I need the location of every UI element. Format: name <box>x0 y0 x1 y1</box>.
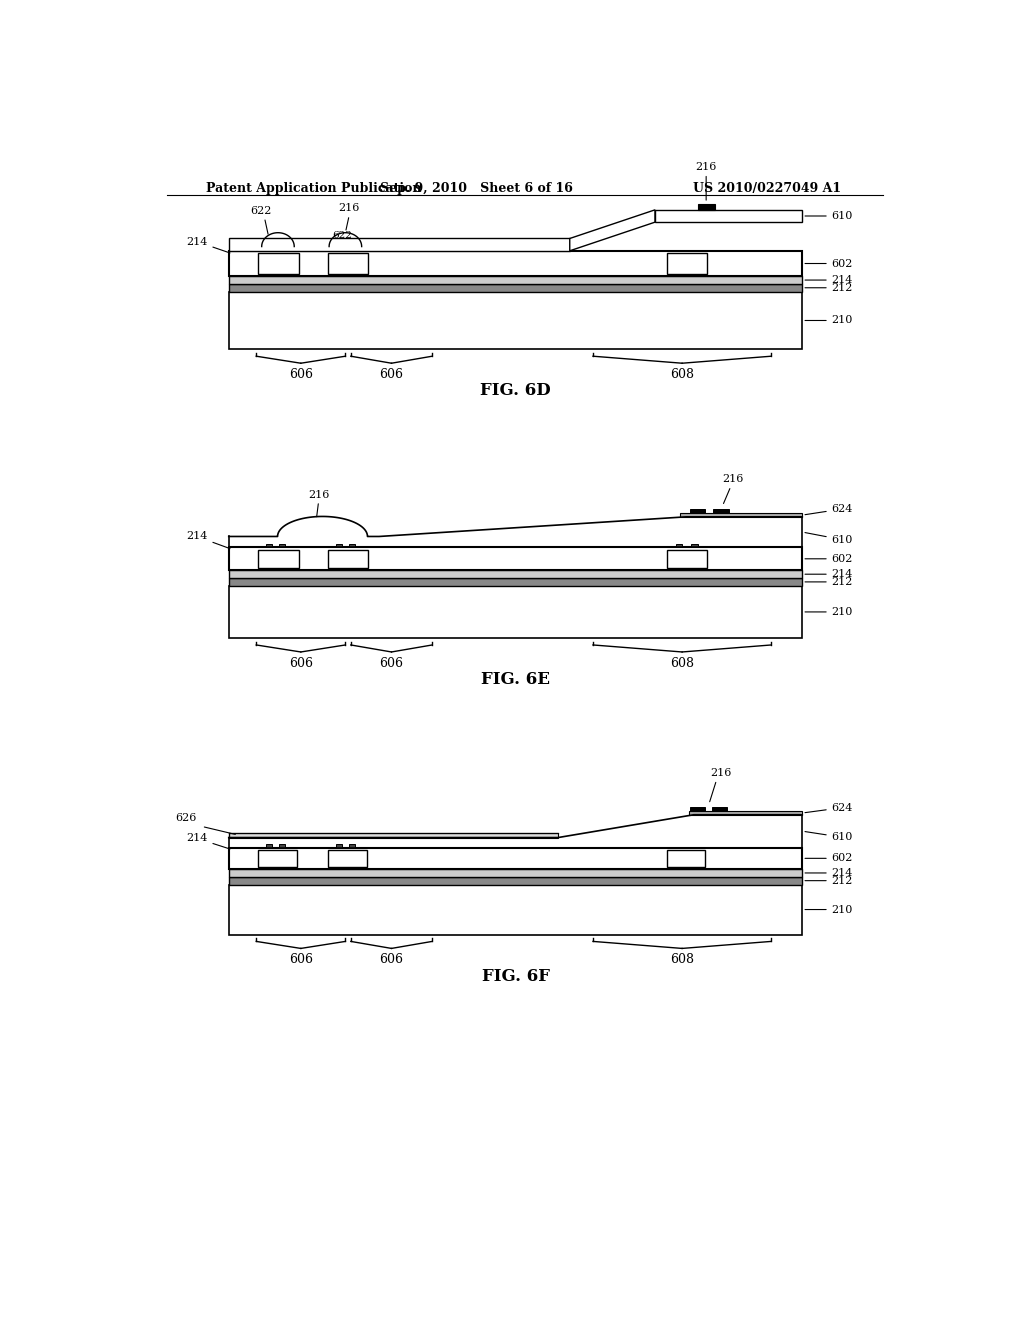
Text: FIG. 6E: FIG. 6E <box>481 671 550 688</box>
Text: 608: 608 <box>670 656 694 669</box>
Bar <box>691 544 697 548</box>
Polygon shape <box>569 210 655 251</box>
Bar <box>689 812 802 814</box>
Bar <box>690 510 706 513</box>
Text: 214: 214 <box>186 833 230 849</box>
Text: 216: 216 <box>308 490 330 499</box>
Text: 212: 212 <box>805 282 853 293</box>
Bar <box>655 210 802 222</box>
Bar <box>258 850 297 867</box>
Bar <box>228 239 569 251</box>
Text: 606: 606 <box>380 953 403 966</box>
Text: 610: 610 <box>805 211 853 220</box>
Bar <box>328 253 369 275</box>
Text: 606: 606 <box>380 368 403 381</box>
Text: 610: 610 <box>805 532 853 545</box>
Bar <box>713 808 727 812</box>
Bar <box>228 284 802 292</box>
Text: 214: 214 <box>805 869 853 878</box>
Text: 214: 214 <box>805 275 853 285</box>
Text: 210: 210 <box>805 607 853 616</box>
Text: 610: 610 <box>805 832 853 842</box>
Bar <box>228 847 802 869</box>
Text: 626: 626 <box>175 813 197 824</box>
Bar <box>266 544 272 548</box>
Text: 602: 602 <box>805 853 853 863</box>
Text: 210: 210 <box>805 904 853 915</box>
Bar <box>713 510 729 513</box>
Bar <box>349 845 355 847</box>
Text: US 2010/0227049 A1: US 2010/0227049 A1 <box>693 182 841 194</box>
Text: 606: 606 <box>380 656 403 669</box>
Text: 214: 214 <box>186 532 230 549</box>
Bar <box>676 544 682 548</box>
Bar <box>690 808 705 812</box>
Bar <box>667 549 707 568</box>
Bar <box>258 253 299 275</box>
Text: 624: 624 <box>805 803 853 813</box>
Bar <box>349 544 355 548</box>
Text: FIG. 6F: FIG. 6F <box>481 968 550 985</box>
Text: Sep. 9, 2010   Sheet 6 of 16: Sep. 9, 2010 Sheet 6 of 16 <box>380 182 573 194</box>
Bar <box>328 850 367 867</box>
Bar <box>228 251 802 276</box>
Bar <box>680 513 802 517</box>
Bar <box>228 292 802 350</box>
Bar <box>264 247 271 251</box>
Bar <box>345 247 352 251</box>
Text: 212: 212 <box>805 577 853 587</box>
Bar <box>667 850 706 867</box>
Bar <box>667 253 707 275</box>
Text: 606: 606 <box>289 368 312 381</box>
Text: 602: 602 <box>805 554 853 564</box>
Text: 216: 216 <box>339 203 360 214</box>
Bar <box>697 205 715 210</box>
Bar <box>228 869 802 876</box>
Text: 216: 216 <box>722 474 743 484</box>
Bar <box>228 586 802 638</box>
Bar <box>278 247 285 251</box>
Text: 606: 606 <box>289 656 312 669</box>
Text: 216: 216 <box>695 162 717 172</box>
Bar <box>266 845 272 847</box>
Text: 608: 608 <box>670 953 694 966</box>
Bar <box>228 548 802 570</box>
Text: 622: 622 <box>332 231 352 240</box>
Bar <box>280 544 286 548</box>
Text: 216: 216 <box>710 768 731 779</box>
Bar <box>228 876 802 884</box>
Bar <box>336 544 342 548</box>
Text: 212: 212 <box>805 875 853 886</box>
Text: 624: 624 <box>805 504 853 515</box>
Text: Patent Application Publication: Patent Application Publication <box>206 182 421 194</box>
Text: 602: 602 <box>805 259 853 268</box>
Bar <box>280 845 286 847</box>
Bar <box>228 884 802 935</box>
Bar <box>332 247 339 251</box>
Bar <box>228 276 802 284</box>
Bar <box>336 845 342 847</box>
Text: 214: 214 <box>805 569 853 579</box>
Text: 622: 622 <box>250 206 271 215</box>
Bar <box>328 549 369 568</box>
Text: 606: 606 <box>289 953 312 966</box>
Text: 210: 210 <box>805 315 853 326</box>
Bar <box>228 570 802 578</box>
Text: 608: 608 <box>670 368 694 381</box>
Bar <box>228 833 558 838</box>
Bar <box>258 549 299 568</box>
Bar <box>228 578 802 586</box>
Text: FIG. 6D: FIG. 6D <box>480 383 551 400</box>
Text: 214: 214 <box>186 236 230 253</box>
